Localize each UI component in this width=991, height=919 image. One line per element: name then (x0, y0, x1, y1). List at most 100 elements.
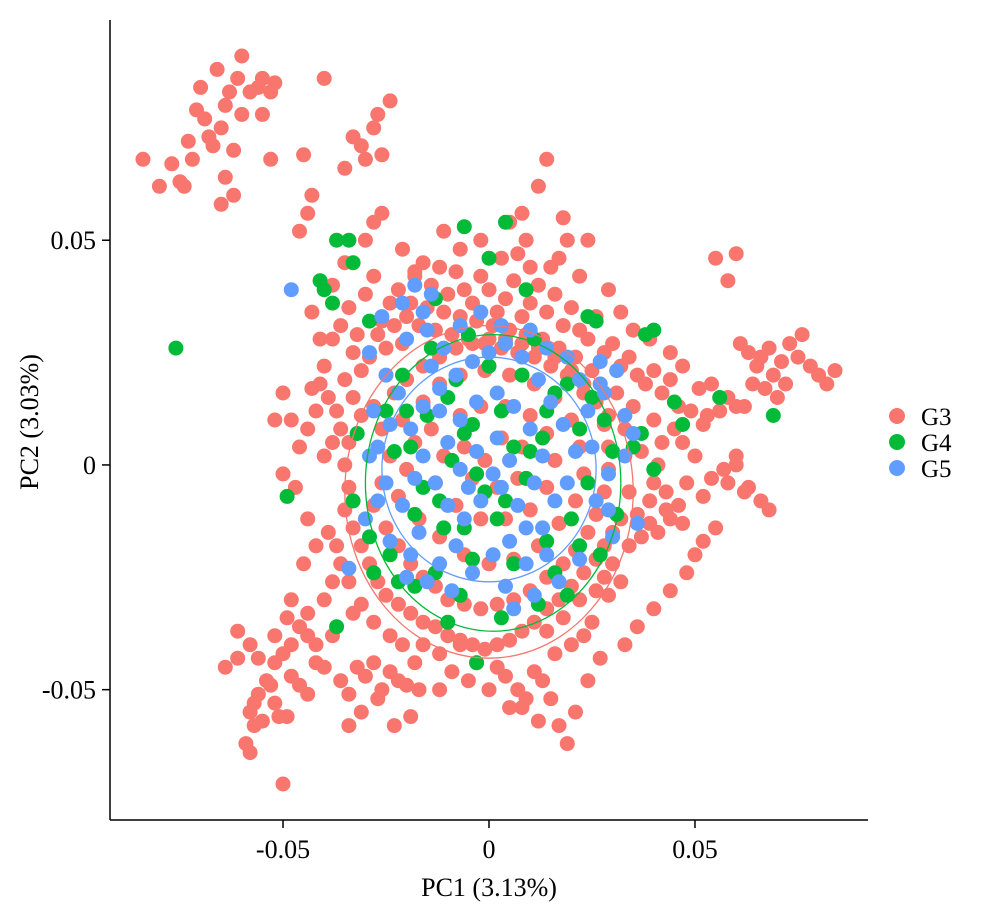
point-g3 (382, 295, 398, 311)
point-g3 (378, 520, 394, 536)
point-g3 (526, 614, 542, 630)
point-g3 (267, 75, 283, 91)
point-g4 (765, 408, 781, 423)
point-g3 (584, 614, 600, 630)
point-g5 (341, 560, 357, 576)
point-g3 (646, 363, 662, 379)
point-g4 (341, 232, 357, 248)
point-g3 (226, 142, 242, 158)
legend-key-g4 (889, 434, 905, 450)
point-g3 (403, 709, 419, 725)
point-g3 (580, 331, 596, 347)
point-g3 (555, 610, 571, 626)
point-g3 (465, 637, 480, 653)
point-g5 (609, 363, 625, 379)
point-g5 (535, 520, 551, 536)
point-g5 (390, 385, 406, 401)
point-g3 (205, 138, 221, 154)
point-g3 (316, 592, 332, 608)
point-g5 (374, 309, 390, 325)
point-g3 (654, 385, 670, 401)
point-g3 (337, 160, 353, 176)
point-g3 (312, 331, 328, 347)
legend-label-g4: G4 (921, 430, 952, 457)
point-g3 (761, 502, 777, 518)
point-g3 (539, 479, 555, 495)
point-g3 (790, 349, 806, 365)
point-g5 (415, 399, 431, 414)
point-g3 (234, 48, 250, 64)
x-axis-title: PC1 (3.13%) (421, 873, 557, 902)
point-g5 (395, 497, 410, 513)
point-g5 (403, 421, 419, 437)
point-g3 (217, 97, 233, 113)
point-g3 (650, 524, 666, 540)
point-g3 (316, 448, 332, 464)
point-g3 (316, 70, 332, 86)
point-g5 (601, 466, 616, 482)
point-g4 (407, 506, 423, 522)
point-g3 (164, 156, 180, 172)
point-g5 (485, 547, 501, 563)
point-g3 (510, 246, 526, 262)
point-g3 (757, 381, 773, 396)
point-g3 (316, 358, 332, 374)
point-g3 (180, 133, 196, 149)
point-g3 (539, 623, 555, 639)
point-g5 (502, 533, 518, 549)
point-g3 (802, 358, 818, 374)
point-g3 (353, 596, 369, 612)
point-g5 (440, 435, 456, 450)
point-g3 (642, 493, 658, 509)
point-g3 (440, 628, 456, 644)
scatter-points (135, 48, 843, 792)
point-g3 (329, 538, 345, 554)
point-g5 (535, 448, 551, 464)
point-g3 (456, 282, 472, 298)
point-g3 (580, 673, 596, 689)
point-g4 (362, 313, 377, 329)
point-g3 (481, 682, 497, 698)
point-g3 (415, 637, 431, 653)
point-g3 (217, 169, 233, 185)
point-g3 (341, 686, 357, 702)
point-g3 (502, 367, 518, 383)
point-g5 (547, 493, 563, 509)
point-g3 (366, 120, 382, 136)
point-g3 (357, 151, 373, 167)
point-g3 (151, 178, 167, 194)
point-g5 (436, 340, 452, 356)
point-g3 (448, 340, 464, 356)
point-g5 (522, 322, 538, 338)
point-g3 (741, 479, 756, 495)
point-g5 (551, 574, 567, 590)
point-g3 (588, 583, 604, 599)
point-g5 (415, 304, 431, 320)
point-g4 (493, 403, 509, 419)
point-g3 (778, 376, 794, 392)
point-g3 (275, 466, 291, 482)
point-g3 (267, 412, 283, 428)
point-g4 (469, 466, 485, 482)
point-g3 (819, 376, 835, 392)
point-g4 (666, 394, 682, 410)
y-axis-ticks: 0.05 0 -0.05 (42, 226, 110, 705)
point-g3 (403, 605, 419, 621)
point-g3 (345, 345, 361, 361)
point-g5 (411, 524, 427, 540)
point-g5 (452, 412, 468, 428)
point-g5 (584, 439, 600, 455)
point-g3 (547, 452, 563, 468)
point-g3 (366, 614, 382, 630)
point-g3 (353, 363, 369, 379)
point-g5 (526, 587, 542, 603)
point-g3 (320, 524, 336, 540)
point-g3 (386, 318, 402, 334)
point-g3 (621, 484, 637, 500)
point-g5 (592, 354, 608, 370)
point-g4 (465, 551, 480, 567)
point-g3 (304, 381, 320, 396)
point-g4 (675, 417, 691, 432)
point-g3 (423, 421, 439, 437)
point-g3 (341, 300, 357, 316)
